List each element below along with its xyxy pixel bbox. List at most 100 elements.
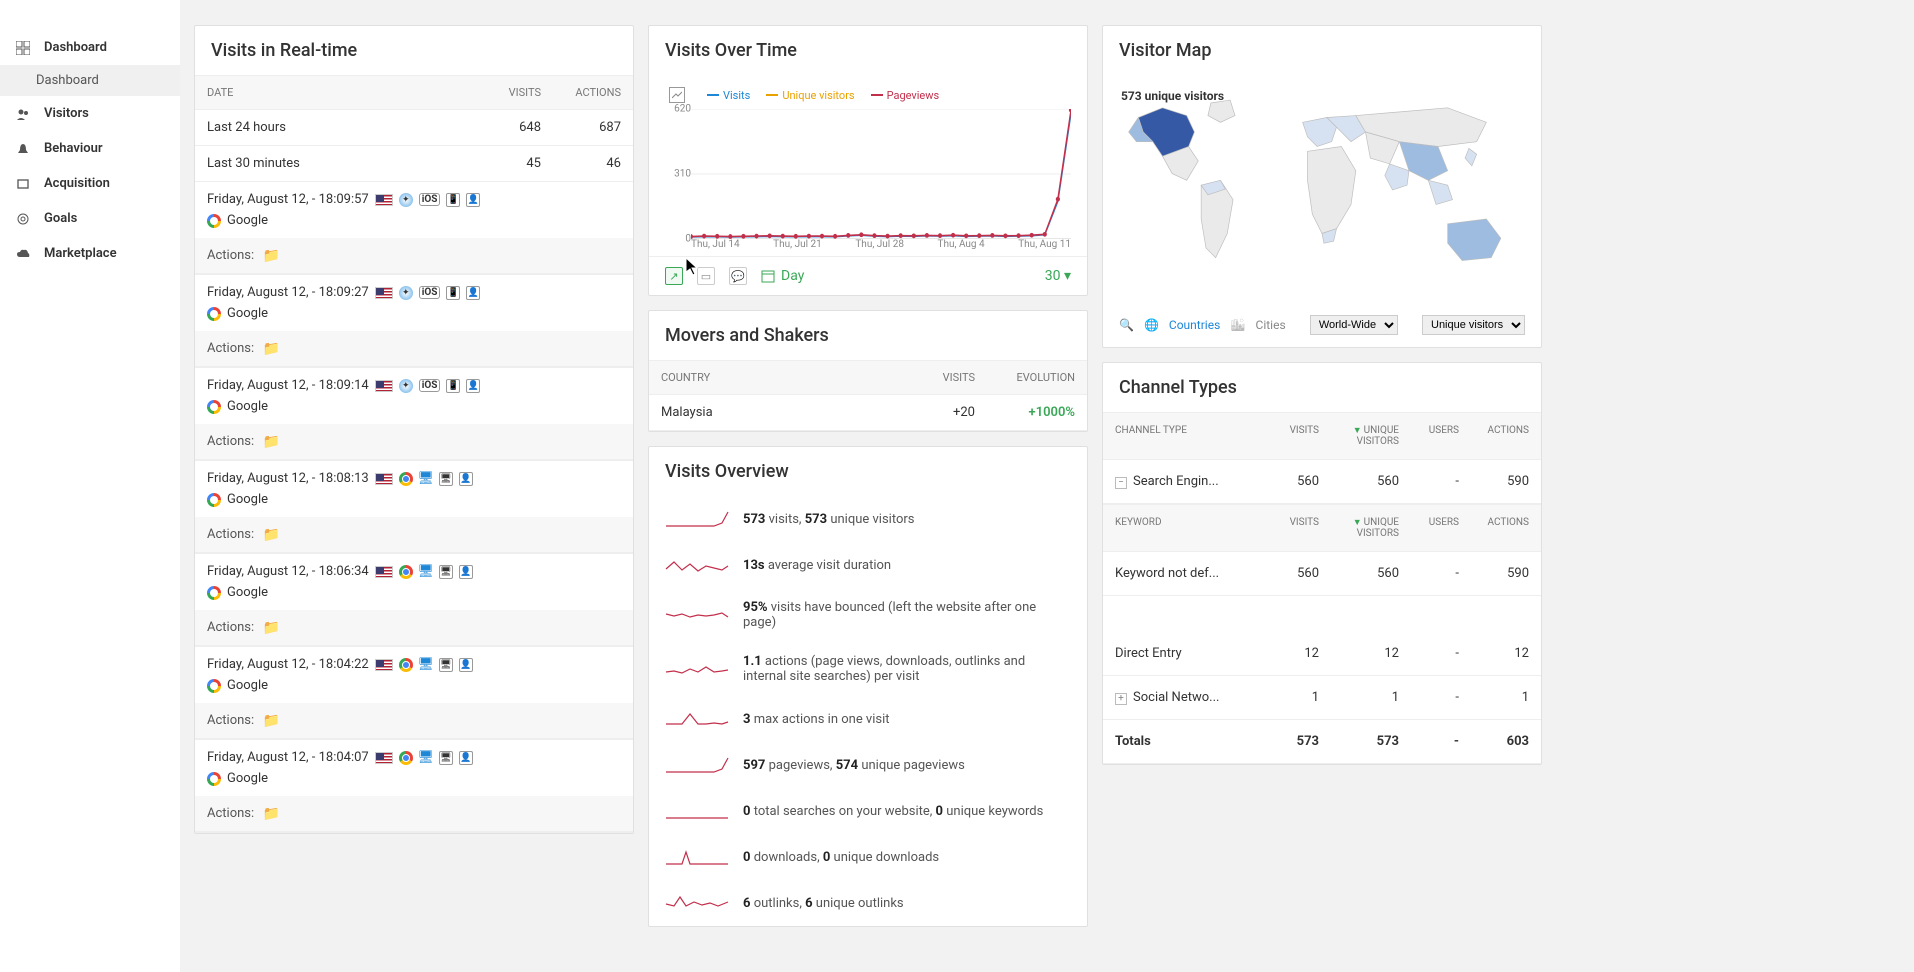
folder-icon[interactable]: 📁 [264, 807, 278, 821]
target-icon [16, 212, 34, 226]
visit-referrer: Google [227, 213, 268, 228]
th-channel-type[interactable]: CHANNEL TYPE [1115, 425, 1259, 447]
sidebar-item-behaviour[interactable]: Behaviour [0, 131, 180, 166]
overview-text: 1.1 actions (page views, downloads, outl… [743, 654, 1071, 684]
realtime-title: Visits in Real-time [195, 26, 633, 75]
channel-row[interactable]: +Social Netwo... 1 1 - 1 [1103, 676, 1541, 720]
folder-icon[interactable]: 📁 [264, 528, 278, 542]
visit-referrer: Google [227, 492, 268, 507]
visit-entry[interactable]: Friday, August 12, - 18:04:22 🖥 🖥 👤 Goog… [195, 647, 633, 740]
chart-n-picker[interactable]: 30 ▾ [1045, 268, 1071, 284]
visit-entry[interactable]: Friday, August 12, - 18:09:27 ✦ iOS 📱 👤 … [195, 275, 633, 368]
zoom-out-icon[interactable]: 🔍 [1119, 318, 1134, 332]
sparkline [665, 708, 731, 730]
chart-footer: ↗ ▭ 💬 Day 30 ▾ [649, 256, 1087, 295]
visit-referrer: Google [227, 399, 268, 414]
channel-row[interactable]: Keyword not def... 560 560 - 590 [1103, 552, 1541, 596]
comment-icon[interactable]: 💬 [729, 267, 747, 285]
chart-title: Visits Over Time [649, 26, 1087, 75]
th-ch-visits[interactable]: VISITS [1259, 425, 1319, 447]
sidebar-item-goals[interactable]: Goals [0, 201, 180, 236]
overview-text: 95% visits have bounced (left the websit… [743, 600, 1071, 630]
visitor-id-icon: 👤 [466, 379, 480, 393]
google-icon [207, 214, 221, 228]
chrome-icon [399, 658, 413, 672]
th-country: COUNTRY [661, 371, 895, 384]
collapse-icon[interactable]: − [1115, 477, 1127, 489]
visitor-id-icon: 👤 [459, 658, 473, 672]
legend-visits[interactable]: Visits [707, 87, 750, 103]
map-region-africa [1308, 147, 1356, 234]
th-keyword[interactable]: KEYWORD [1115, 517, 1259, 539]
movers-visits: +20 [895, 405, 975, 420]
th-ch-actions[interactable]: ACTIONS [1459, 425, 1529, 447]
visitor-map[interactable]: 573 unique visitors [1103, 75, 1541, 309]
sidebar-item-label: Dashboard [44, 40, 107, 55]
ios-icon: iOS [419, 379, 441, 392]
visit-timestamp: Friday, August 12, - 18:04:22 [207, 657, 369, 672]
sparkline [665, 604, 731, 626]
visit-actions-row: Actions: 📁 [195, 331, 633, 367]
expand-icon[interactable]: + [1115, 693, 1127, 705]
sparkline [665, 754, 731, 776]
flag-icon [375, 752, 393, 764]
grid-icon [16, 41, 34, 55]
mac-icon: 🖥 [419, 565, 433, 579]
map-region-australia [1448, 219, 1501, 261]
mobile-icon: 📱 [446, 286, 460, 300]
sidebar-item-acquisition[interactable]: Acquisition [0, 166, 180, 201]
cities-link[interactable]: Cities [1256, 318, 1286, 332]
sidebar-item-label: Marketplace [44, 246, 117, 261]
visit-entry[interactable]: Friday, August 12, - 18:04:07 🖥 🖥 👤 Goog… [195, 740, 633, 833]
th-ch-unique[interactable]: ▼UNIQUE VISITORS [1319, 425, 1399, 447]
sidebar-item-marketplace[interactable]: Marketplace [0, 236, 180, 271]
sidebar-item-dashboard[interactable]: Dashboard [0, 30, 180, 65]
visit-referrer: Google [227, 585, 268, 600]
overview-row: 95% visits have bounced (left the websit… [649, 588, 1087, 642]
legend-unique[interactable]: Unique visitors [766, 87, 854, 103]
overview-row: 1.1 actions (page views, downloads, outl… [649, 642, 1087, 696]
visit-actions-row: Actions: 📁 [195, 424, 633, 460]
map-card: Visitor Map 573 unique visitors [1102, 25, 1542, 348]
folder-icon[interactable]: 📁 [264, 714, 278, 728]
chart-area: Visits Unique visitors Pageviews 620 310… [649, 75, 1087, 256]
visit-entry[interactable]: Friday, August 12, - 18:06:34 🖥 🖥 👤 Goog… [195, 554, 633, 647]
visit-actions-row: Actions: 📁 [195, 610, 633, 646]
visit-actions-row: Actions: 📁 [195, 238, 633, 274]
period-picker[interactable]: Day [761, 268, 804, 284]
chart-settings-icon[interactable] [669, 87, 685, 103]
countries-link[interactable]: Countries [1169, 318, 1220, 332]
channel-row[interactable]: −Search Engin... 560 560 - 590 [1103, 460, 1541, 504]
sidebar-sub-dashboard[interactable]: Dashboard [0, 65, 180, 96]
overview-text: 3 max actions in one visit [743, 712, 890, 727]
visit-entry[interactable]: Friday, August 12, - 18:09:57 ✦ iOS 📱 👤 … [195, 182, 633, 275]
movers-country: Malaysia [661, 405, 895, 420]
chart-legend: Visits Unique visitors Pageviews [665, 85, 1071, 109]
overview-text: 0 downloads, 0 unique downloads [743, 850, 939, 865]
movers-head: COUNTRY VISITS EVOLUTION [649, 360, 1087, 395]
folder-icon[interactable]: 📁 [264, 435, 278, 449]
overview-text: 6 outlinks, 6 unique outlinks [743, 896, 904, 911]
folder-icon[interactable]: 📁 [264, 621, 278, 635]
movers-row[interactable]: Malaysia +20 +1000% [649, 395, 1087, 431]
export-icon[interactable]: ↗ [665, 267, 683, 285]
folder-icon[interactable]: 📁 [264, 249, 278, 263]
map-region-japan [1465, 148, 1477, 165]
sidebar-item-visitors[interactable]: Visitors [0, 96, 180, 131]
visit-entry[interactable]: Friday, August 12, - 18:08:13 🖥 🖥 👤 Goog… [195, 461, 633, 554]
legend-pageviews[interactable]: Pageviews [871, 87, 940, 103]
th-visits: VISITS [461, 86, 541, 99]
image-icon[interactable]: ▭ [697, 267, 715, 285]
realtime-card: Visits in Real-time DATE VISITS ACTIONS … [194, 25, 634, 834]
folder-icon[interactable]: 📁 [264, 342, 278, 356]
th-ch-users[interactable]: USERS [1399, 425, 1459, 447]
map-metric-select[interactable]: Unique visitors [1422, 315, 1525, 335]
box-icon [16, 177, 34, 191]
visit-entry[interactable]: Friday, August 12, - 18:09:14 ✦ iOS 📱 👤 … [195, 368, 633, 461]
channel-row[interactable]: Direct Entry 12 12 - 12 [1103, 632, 1541, 676]
map-scope-select[interactable]: World-Wide [1310, 315, 1398, 335]
map-footer: 🔍 🌐 Countries 🏙 Cities World-Wide Unique… [1103, 309, 1541, 347]
visit-referrer: Google [227, 306, 268, 321]
channels-head-2: KEYWORD VISITS ▼UNIQUE VISITORS USERS AC… [1103, 504, 1541, 552]
visitor-id-icon: 👤 [459, 565, 473, 579]
